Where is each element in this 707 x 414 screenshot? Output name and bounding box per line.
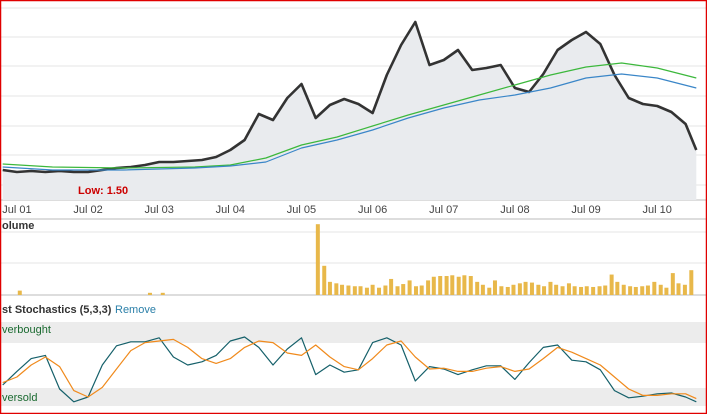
volume-bar: [615, 281, 620, 295]
volume-bar: [572, 286, 577, 295]
volume-bar: [652, 281, 657, 295]
volume-bar: [414, 286, 419, 295]
volume-bar: [529, 282, 534, 295]
band-label: verbought: [2, 324, 51, 336]
panel-title: st Stochastics (5,3,3): [2, 304, 112, 316]
volume-bar: [664, 287, 669, 295]
volume-bar: [658, 284, 663, 295]
volume-bar: [676, 283, 681, 295]
volume-bar: [147, 292, 152, 295]
volume-bar: [609, 274, 614, 295]
series-line: [2, 73, 697, 171]
volume-bar: [579, 286, 584, 295]
volume-bar: [536, 284, 541, 295]
volume-bar: [475, 281, 480, 295]
volume-bar: [419, 285, 424, 295]
volume-bar: [315, 224, 320, 295]
volume-bar: [407, 280, 412, 295]
x-tick-label: Jul 09: [571, 204, 600, 216]
volume-bar: [689, 270, 694, 295]
volume-bar: [548, 281, 553, 295]
stochastic-bands: [0, 322, 707, 406]
x-tick-label: Jul 06: [358, 204, 387, 216]
volume-bar: [340, 284, 345, 295]
volume-bar: [334, 283, 339, 295]
volume-bar: [560, 286, 565, 295]
volume-bar: [480, 284, 485, 295]
low-annotation: Low: 1.50: [78, 185, 128, 197]
volume-bar: [370, 284, 375, 295]
x-tick-label: Jul 07: [429, 204, 458, 216]
x-tick-label: Jul 05: [287, 204, 316, 216]
volume-bar: [426, 280, 431, 295]
volume-bar: [591, 286, 596, 295]
x-tick-label: Jul 03: [145, 204, 174, 216]
volume-bar: [346, 285, 351, 295]
volume-bar: [645, 285, 650, 295]
volume-bar: [322, 265, 327, 295]
volume-bar: [682, 284, 687, 295]
volume-bar: [670, 273, 675, 295]
series-line: [2, 62, 697, 169]
volume-bar: [358, 286, 363, 295]
x-tick-label: Jul 01: [2, 204, 31, 216]
series-line: [2, 336, 697, 403]
volume-bar: [450, 275, 455, 295]
series-line: [2, 338, 697, 400]
volume-bar: [597, 286, 602, 295]
volume-bar: [352, 286, 357, 295]
volume-bar: [499, 286, 504, 295]
volume-bar: [487, 287, 492, 295]
volume-bar: [640, 286, 645, 295]
volume-frame: [0, 218, 707, 296]
volume-bar: [438, 276, 443, 295]
volume-bar: [523, 281, 528, 295]
volume-bar: [431, 276, 436, 295]
volume-bar: [517, 283, 522, 295]
volume-bar: [505, 286, 510, 295]
panel-title: olume: [2, 220, 34, 232]
volume-bar: [364, 287, 369, 295]
volume-bar: [468, 276, 473, 295]
volume-bar: [621, 284, 626, 295]
volume-bar: [554, 284, 559, 295]
x-tick-label: Jul 02: [73, 204, 102, 216]
volume-bar: [17, 290, 22, 295]
band-label: versold: [2, 392, 37, 404]
volume-bar: [444, 276, 449, 295]
volume-bar: [383, 285, 388, 295]
volume-bar: [389, 278, 394, 295]
volume-bar: [462, 275, 467, 295]
volume-bar: [456, 276, 461, 295]
x-tick-label: Jul 04: [216, 204, 245, 216]
x-tick-label: Jul 08: [500, 204, 529, 216]
volume-bar: [377, 287, 382, 295]
volume-bar: [603, 285, 608, 295]
volume-bar: [327, 281, 332, 295]
volume-bar: [584, 286, 589, 295]
volume-bar: [633, 286, 638, 295]
volume-bar: [628, 286, 633, 295]
volume-bar: [160, 292, 165, 295]
remove-link[interactable]: Remove: [115, 304, 156, 316]
volume-bar: [511, 284, 516, 295]
volume-bar: [542, 286, 547, 295]
volume-bar: [566, 283, 571, 295]
volume-bar: [492, 280, 497, 295]
volume-bar: [401, 284, 406, 295]
x-tick-label: Jul 10: [642, 204, 671, 216]
price-area: [2, 22, 697, 200]
volume-bar: [395, 286, 400, 295]
